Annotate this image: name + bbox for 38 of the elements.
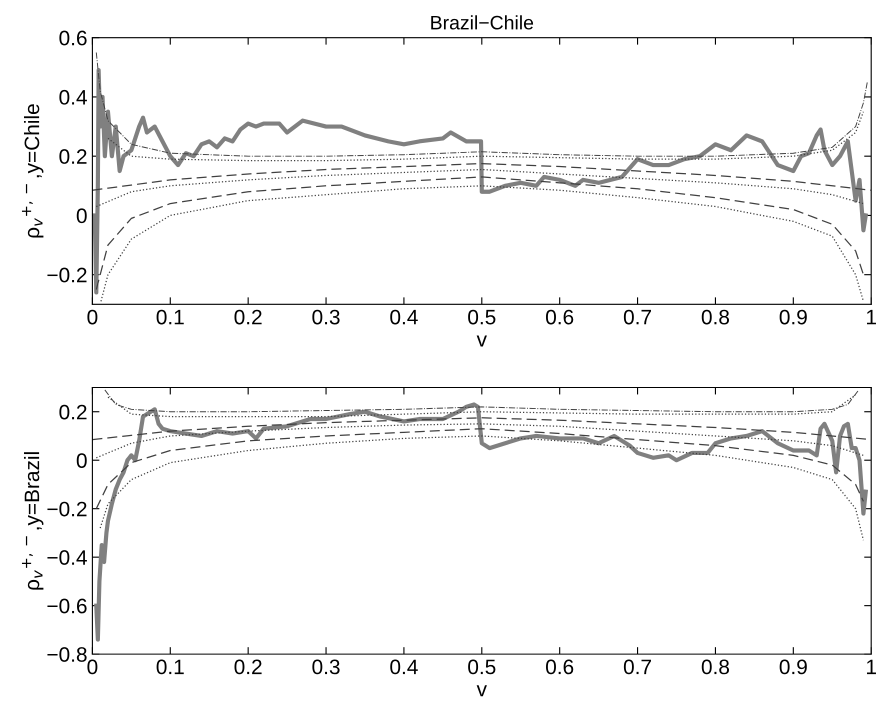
x-tick-label: 0.7 bbox=[624, 660, 651, 674]
x-tick-label: 0 bbox=[87, 660, 98, 674]
x-tick-label: 0.6 bbox=[546, 310, 574, 324]
x-tick-label: 0.3 bbox=[312, 310, 340, 324]
y-axis-title: ρ$_{v}$$^{+,−}$,y=Brazil bbox=[22, 452, 44, 590]
x-tick-label: 0.5 bbox=[468, 660, 496, 674]
x-tick-label: 0.8 bbox=[702, 660, 730, 674]
x-tick-label: 0.3 bbox=[312, 660, 340, 674]
y-tick-label: −0.2 bbox=[47, 502, 86, 516]
y-tick-label: −0.4 bbox=[47, 550, 87, 565]
y-tick-label: 0.2 bbox=[59, 404, 86, 420]
y-axis-title: ρ$_{v}$$^{+,−}$,y=Chile bbox=[22, 104, 44, 238]
x-axis-title: v bbox=[476, 685, 487, 696]
y-tick-label: 0.4 bbox=[59, 90, 87, 105]
x-tick-label: 0.4 bbox=[390, 310, 418, 324]
x-tick-label: 0.2 bbox=[234, 310, 262, 324]
y-tick-label: 0 bbox=[76, 453, 87, 468]
x-tick-label: 1 bbox=[866, 310, 876, 324]
x-tick-label: 0.9 bbox=[780, 660, 807, 674]
y-tick-label: −0.6 bbox=[47, 598, 87, 614]
y-tick-label: 0.2 bbox=[59, 149, 86, 164]
x-tick-label: 1 bbox=[866, 660, 876, 674]
x-tick-label: 0 bbox=[87, 310, 98, 324]
y-tick-label: 0 bbox=[76, 208, 87, 224]
x-tick-label: 0.1 bbox=[156, 310, 184, 324]
y-tick-label: −0.8 bbox=[47, 647, 87, 662]
x-tick-label: 0.8 bbox=[702, 310, 730, 324]
y-tick-label: 0.6 bbox=[59, 30, 87, 46]
x-axis-title: v bbox=[476, 335, 487, 346]
chart-title: Brazil−Chile bbox=[431, 15, 534, 30]
x-tick-label: 0.2 bbox=[234, 660, 262, 674]
x-tick-label: 0.7 bbox=[624, 310, 651, 324]
x-tick-label: 0.9 bbox=[780, 310, 807, 324]
x-tick-label: 0.4 bbox=[390, 660, 418, 674]
x-tick-label: 0.5 bbox=[468, 310, 496, 324]
x-tick-label: 0.6 bbox=[546, 660, 574, 674]
x-tick-label: 0.1 bbox=[156, 660, 184, 674]
y-tick-label: −0.2 bbox=[47, 268, 86, 282]
